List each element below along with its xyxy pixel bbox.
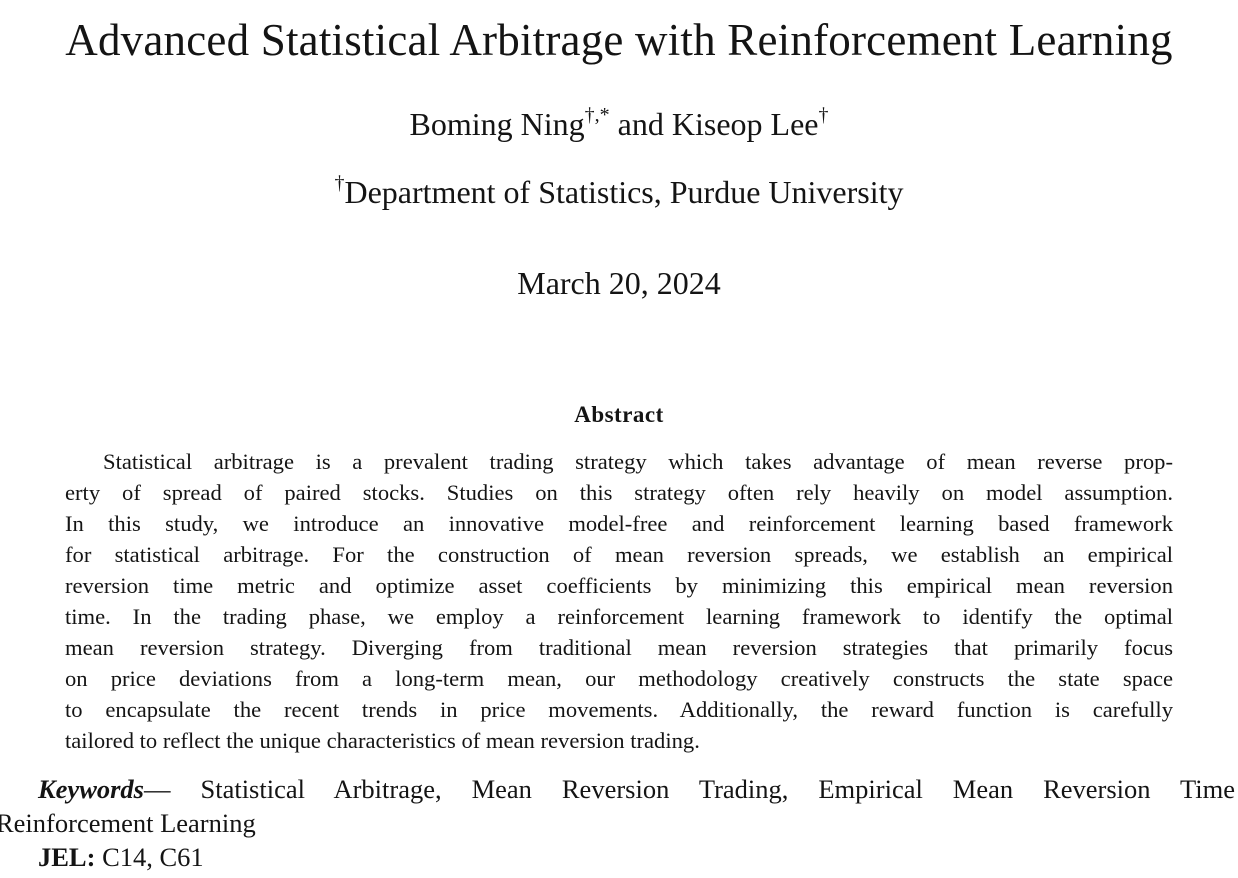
jel-codes: C14, C61 xyxy=(102,842,204,872)
abstract-line: to encapsulate the recent trends in pric… xyxy=(65,697,1173,722)
abstract-line: for statistical arbitrage. For the const… xyxy=(65,542,1173,567)
abstract-line: mean reversion strategy. Diverging from … xyxy=(65,635,1173,660)
jel-line: JEL: C14, C61 xyxy=(38,840,204,874)
author-name: Kiseop Lee xyxy=(671,106,819,142)
affiliation: †Department of Statistics, Purdue Univer… xyxy=(0,172,1238,212)
abstract-line: erty of spread of paired stocks. Studies… xyxy=(65,480,1173,505)
keywords-list: Statistical Arbitrage, Mean Reversion Tr… xyxy=(200,774,1236,804)
abstract-line: time. In the trading phase, we employ a … xyxy=(65,604,1173,629)
abstract-heading: Abstract xyxy=(574,402,664,427)
author-affiliation-mark: † xyxy=(818,104,829,127)
abstract-line: tailored to reflect the unique character… xyxy=(65,728,700,753)
abstract-line: In this study, we introduce an innovativ… xyxy=(65,511,1173,536)
keywords-label: Keywords xyxy=(38,774,144,804)
author-connector: and xyxy=(609,106,672,142)
abstract-line: Statistical arbitrage is a prevalent tra… xyxy=(103,449,1173,474)
author-line: Boming Ning†,* and Kiseop Lee† xyxy=(0,104,1238,144)
abstract-line: reversion time metric and optimize asset… xyxy=(65,573,1173,598)
paper-title: Advanced Statistical Arbitrage with Rein… xyxy=(65,15,1173,65)
keywords-continuation: Reinforcement Learning xyxy=(0,808,256,838)
jel-label: JEL: xyxy=(38,842,96,872)
affiliation-text: Department of Statistics, Purdue Univers… xyxy=(344,174,904,210)
author-name: Boming Ning xyxy=(409,106,585,142)
paper-date: March 20, 2024 xyxy=(517,265,721,301)
keywords-line: Keywords— Statistical Arbitrage, Mean Re… xyxy=(38,772,1235,806)
author-affiliation-mark: †,* xyxy=(584,104,610,127)
affiliation-mark: † xyxy=(334,172,345,195)
keywords-dash: — xyxy=(144,774,171,804)
abstract-line: on price deviations from a long-term mea… xyxy=(65,666,1173,691)
abstract-body: Statistical arbitrage is a prevalent tra… xyxy=(65,446,1173,756)
